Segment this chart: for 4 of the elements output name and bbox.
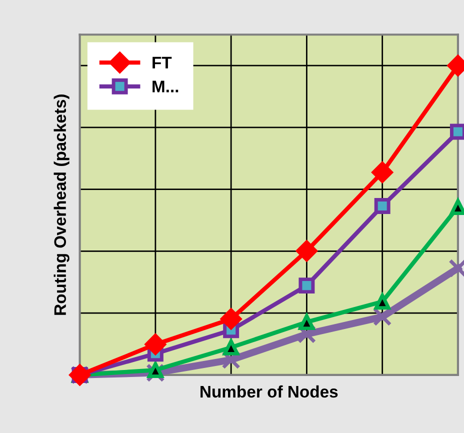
legend-label: M... bbox=[152, 80, 178, 92]
y-axis-title: Routing Overhead (packets) bbox=[54, 94, 70, 315]
legend-label: FT bbox=[152, 56, 172, 68]
x-axis-title: Number of Nodes bbox=[200, 385, 338, 398]
